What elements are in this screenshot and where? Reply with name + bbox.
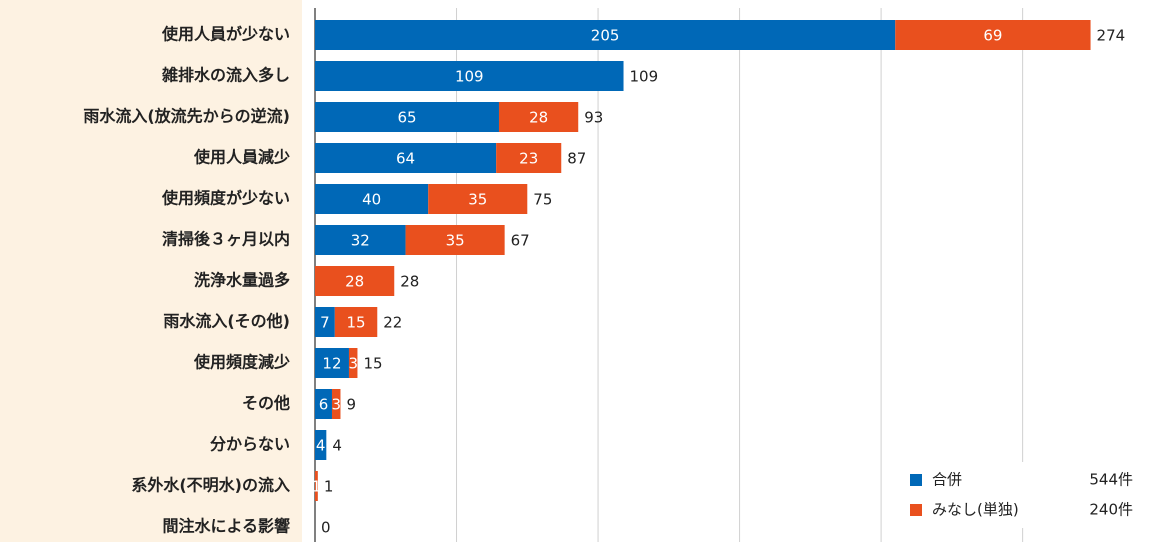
category-label: 洗浄水量過多 [194,271,290,290]
segment-label: 12 [322,355,341,373]
category-label: 使用頻度が少ない [161,189,290,208]
bar-segment [334,307,378,337]
segment-label: 40 [362,191,381,209]
segment-label: 28 [529,109,548,127]
category-label: 間注水による影響 [162,517,290,536]
total-label: 75 [533,191,552,209]
segment-label: 3 [331,396,341,414]
bar-segment [315,266,395,296]
segment-label: 28 [345,273,364,291]
category-label: 雨水流入(その他) [163,312,290,331]
bar-segment [895,20,1091,50]
segment-label: 15 [346,314,365,332]
category-label: 雨水流入(放流先からの逆流) [83,107,290,126]
bar-segment [315,225,406,255]
bar-segment [428,184,528,214]
segment-label: 65 [397,109,416,127]
category-label: 使用頻度減少 [193,353,290,372]
category-label: 系外水(不明水)の流入 [131,476,290,495]
segment-label: 6 [319,396,329,414]
segment-label: 32 [351,232,370,250]
total-label: 274 [1097,27,1126,45]
total-label: 22 [383,314,402,332]
bar-segment [405,225,505,255]
segment-label: 109 [455,68,484,86]
total-label: 93 [584,109,603,127]
legend-swatch [910,504,922,516]
bar-segment [315,61,624,91]
total-label: 28 [400,273,419,291]
segment-label: 35 [446,232,465,250]
total-label: 15 [363,355,382,373]
total-label: 87 [567,150,586,168]
category-label: 分からない [210,435,290,454]
bar-segment [498,102,579,132]
segment-label: 35 [468,191,487,209]
total-label: 67 [511,232,530,250]
segment-label: 205 [591,27,620,45]
bar-segment [348,348,358,378]
segment-label: 69 [983,27,1002,45]
label-panel [0,0,302,542]
category-label: その他 [242,394,290,413]
bar-segment [315,348,349,378]
segment-label: 23 [519,150,538,168]
total-label: 4 [332,437,342,455]
legend-box [897,462,1145,528]
segment-label: 4 [316,437,326,455]
bar-segment [315,184,429,214]
total-label: 109 [630,68,659,86]
bar-segment [315,471,318,501]
category-label: 使用人員減少 [193,148,290,167]
total-label: 1 [324,478,334,496]
bar-segment [315,20,896,50]
category-label: 使用人員が少ない [161,25,290,44]
legend-total: 240件 [1089,501,1133,519]
legend-label: みなし(単独) [932,501,1019,519]
legend-total: 544件 [1089,471,1133,489]
bar-segment [315,430,327,460]
bar-segment [315,307,335,337]
bar-segment [315,143,497,173]
category-label: 雑排水の流入多し [161,66,290,85]
segment-label: 64 [396,150,415,168]
bar-segment [496,143,562,173]
total-label: 0 [321,519,331,537]
segment-label: 7 [320,314,330,332]
legend-swatch [910,474,922,486]
segment-label: 1 [312,478,322,496]
legend-label: 合併 [932,471,962,489]
bar-segment [315,102,499,132]
bar-segment [315,389,332,419]
category-label: 清掃後３ヶ月以内 [162,230,290,249]
segment-label: 3 [348,355,358,373]
bar-segment [331,389,341,419]
total-label: 9 [346,396,356,414]
